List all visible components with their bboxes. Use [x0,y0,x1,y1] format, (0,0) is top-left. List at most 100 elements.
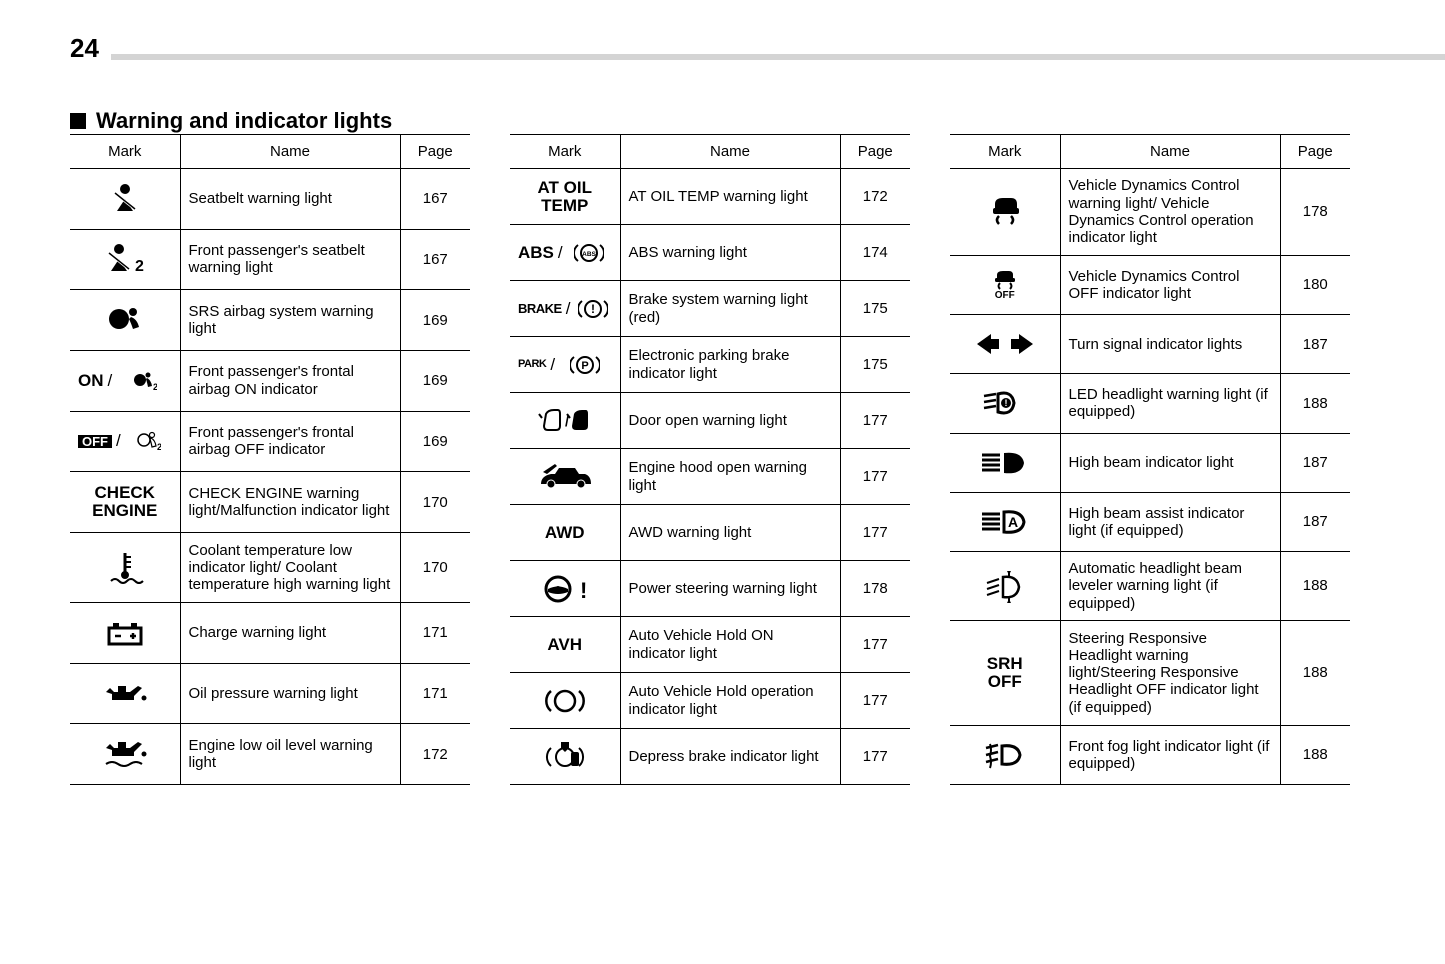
table-row: AVHAuto Vehicle Hold ON indicator light1… [510,617,910,673]
page-ref: 175 [840,281,910,337]
column-header-mark: Mark [510,135,620,169]
airbag-icon [70,290,180,351]
table-row: SRHOFFSteering Responsive Headlight warn… [950,620,1350,725]
table-row: AWDAWD warning light177 [510,505,910,561]
page-ref: 172 [400,724,470,785]
page-ref: 177 [840,673,910,729]
oilcan-wave-icon [70,724,180,785]
high-beam-a-icon: A [950,492,1060,551]
coolant-icon [70,532,180,602]
svg-text:ABS: ABS [582,251,596,258]
table-row: Engine low oil level warning light172 [70,724,470,785]
page-ref: 177 [840,505,910,561]
table-row: 2 Front passenger's seatbelt warning ligh… [70,229,470,290]
table-row: CHECKENGINECHECK ENGINE warning light/Ma… [70,472,470,533]
indicator-name: Charge warning light [180,602,400,663]
off-airbag2-icon: OFF/2 [70,411,180,472]
svg-text:2: 2 [135,258,144,275]
table-row: Front fog light indicator light (if equi… [950,725,1350,784]
indicator-name: AWD warning light [620,505,840,561]
page-ref: 177 [840,449,910,505]
svg-text:!: ! [1004,398,1007,408]
text-icon: CHECKENGINE [70,472,180,533]
text-icon: AVH [510,617,620,673]
svg-text:2: 2 [157,442,161,452]
page-ref: 188 [1280,552,1350,621]
warning-table-2: MarkNamePageAT OILTEMPAT OIL TEMP warnin… [510,134,910,785]
table-row: !Power steering warning light178 [510,561,910,617]
indicator-name: Front passenger's frontal airbag OFF ind… [180,411,400,472]
brake-icon: BRAKE/! [510,281,620,337]
section-title: Warning and indicator lights [96,108,392,134]
seatbelt-icon [70,169,180,230]
indicator-name: Front fog light indicator light (if equi… [1060,725,1280,784]
page-ref: 178 [840,561,910,617]
indicator-name: CHECK ENGINE warning light/Malfunction i… [180,472,400,533]
turn-signals-icon [950,315,1060,374]
indicator-name: Vehicle Dynamics Control OFF indicator l… [1060,255,1280,314]
column-header-page: Page [400,135,470,169]
page-ref: 177 [840,617,910,673]
page-header: 24 [70,38,1445,66]
table-row: OFFVehicle Dynamics Control OFF indicato… [950,255,1350,314]
indicator-name: LED headlight warning light (if equipped… [1060,374,1280,433]
seatbelt2-icon: 2 [70,229,180,290]
page-ref: 170 [400,532,470,602]
table-row: AT OILTEMPAT OIL TEMP warning light172 [510,169,910,225]
page-ref: 171 [400,663,470,724]
column-header-page: Page [1280,135,1350,169]
table-row: SRS airbag system warning light169 [70,290,470,351]
table-row: Engine hood open warning light177 [510,449,910,505]
page-ref: 169 [400,290,470,351]
table-row: BRAKE/!Brake system warning light (red)1… [510,281,910,337]
page-ref: 170 [400,472,470,533]
steering-icon: ! [510,561,620,617]
page-ref: 167 [400,169,470,230]
table-row: OFF/2Front passenger's frontal airbag OF… [70,411,470,472]
indicator-name: Coolant temperature low indicator light/… [180,532,400,602]
indicator-name: Auto Vehicle Hold operation indicator li… [620,673,840,729]
column-header-name: Name [180,135,400,169]
text-icon: AWD [510,505,620,561]
abs-icon: ABS/ABS [510,225,620,281]
indicator-name: Seatbelt warning light [180,169,400,230]
text-icon: SRHOFF [950,620,1060,725]
vdc-off-icon: OFF [950,255,1060,314]
oilcan-icon [70,663,180,724]
table-row: Vehicle Dynamics Control warning light/ … [950,169,1350,256]
table-row: /Door open warning light177 [510,393,910,449]
table-row: ! LED headlight warning light (if equippe… [950,374,1350,433]
page-ref: 178 [1280,169,1350,256]
indicator-name: Steering Responsive Headlight warning li… [1060,620,1280,725]
led-headlight-icon: ! [950,374,1060,433]
indicator-name: Engine low oil level warning light [180,724,400,785]
indicator-name: Front passenger's seatbelt warning light [180,229,400,290]
svg-text:2: 2 [153,382,157,392]
indicator-name: Automatic headlight beam leveler warning… [1060,552,1280,621]
page-ref: 180 [1280,255,1350,314]
column-header-name: Name [620,135,840,169]
column-header-page: Page [840,135,910,169]
table-row: Depress brake indicator light177 [510,729,910,785]
table-row: High beam indicator light187 [950,433,1350,492]
page-header-rule [111,54,1445,60]
table-row: Turn signal indicator lights187 [950,315,1350,374]
svg-text:A: A [1008,514,1018,530]
page-ref: 188 [1280,725,1350,784]
table-row: PARK/PElectronic parking brake indicator… [510,337,910,393]
tables-container: MarkNamePageSeatbelt warning light1672Fr… [70,134,1350,785]
indicator-name: Oil pressure warning light [180,663,400,724]
door-open-icon: / [510,393,620,449]
high-beam-icon [950,433,1060,492]
indicator-name: Auto Vehicle Hold ON indicator light [620,617,840,673]
table-row: Oil pressure warning light171 [70,663,470,724]
avh-circle-icon [510,673,620,729]
indicator-name: SRS airbag system warning light [180,290,400,351]
table-row: Auto Vehicle Hold operation indicator li… [510,673,910,729]
indicator-name: Door open warning light [620,393,840,449]
table-row: Coolant temperature low indicator light/… [70,532,470,602]
indicator-name: AT OIL TEMP warning light [620,169,840,225]
table-row: Seatbelt warning light167 [70,169,470,230]
indicator-name: Turn signal indicator lights [1060,315,1280,374]
warning-table-1: MarkNamePageSeatbelt warning light1672Fr… [70,134,470,785]
